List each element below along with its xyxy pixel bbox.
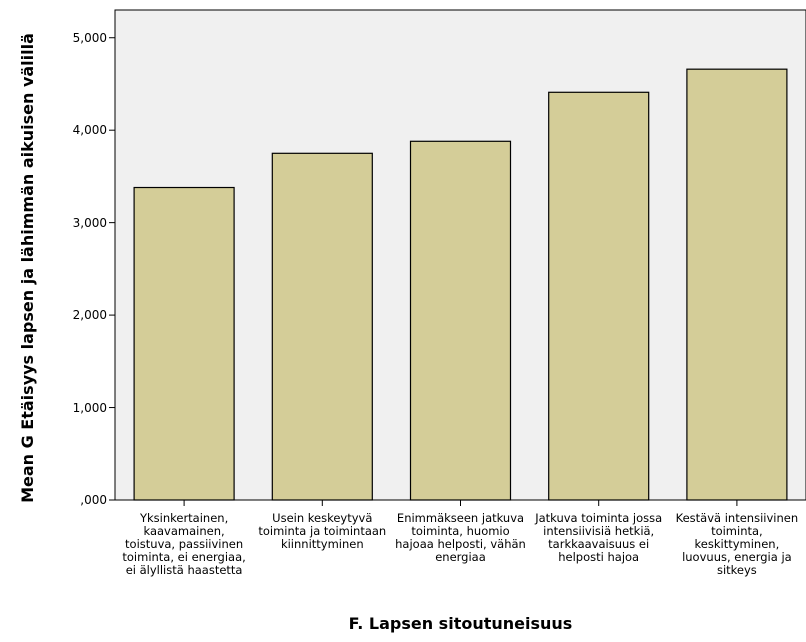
y-axis-label: Mean G Etäisyys lapsen ja lähimmän aikui… — [18, 33, 37, 503]
x-category-label: Jatkuva toiminta jossa intensiivisiä het… — [535, 511, 663, 564]
y-tick-label: 2,000 — [72, 308, 107, 323]
y-ticks-group — [109, 37, 115, 501]
y-tick-label: 4,000 — [72, 123, 107, 138]
bar-5 — [686, 68, 788, 501]
x-category-label: Usein keskeytyvä toiminta ja toimintaan … — [258, 511, 387, 551]
bar-1 — [133, 186, 235, 501]
bar-2 — [271, 152, 373, 501]
x-category-label: Kestävä intensiivinen toiminta, keskitty… — [675, 511, 799, 577]
y-tick-label: ,000 — [80, 493, 107, 507]
bar-4 — [548, 91, 650, 501]
y-tick-label: 3,000 — [72, 215, 107, 230]
bar-3 — [409, 140, 512, 501]
y-tick-label: 1,000 — [72, 400, 107, 415]
bars-group — [133, 68, 788, 506]
y-tick-label: 5,000 — [72, 30, 107, 45]
x-category-label: Enimmäkseen jatkuva toiminta, huomio haj… — [395, 511, 526, 564]
x-axis-label: F. Lapsen sitoutuneisuus — [348, 614, 573, 633]
x-category-label: Yksinkertainen, kaavamainen, toistuva, p… — [122, 511, 246, 577]
